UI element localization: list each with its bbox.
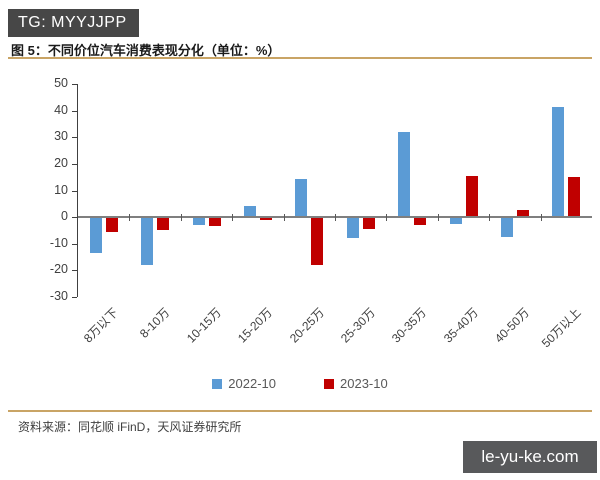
x-axis-label: 8万以下	[80, 305, 122, 346]
legend-label: 2022-10	[228, 376, 276, 391]
source-note: 资料来源：同花顺 iFinD，天风证券研究所	[18, 420, 242, 434]
watermark: le-yu-ke.com	[463, 441, 597, 473]
y-axis-label: 20	[54, 156, 68, 170]
bar-2023-10-50万以上	[568, 177, 580, 217]
bar-chart: 50 40 30 20 10 0 -10 -20 -30 8万以下 8-10万 10-15万 15-20…	[0, 60, 600, 405]
bar-2022-10-50万以上	[552, 107, 564, 217]
bar-2023-10-8-10万	[157, 217, 169, 230]
y-axis-line	[77, 84, 78, 297]
legend-item-2022-10: 2022-10	[212, 376, 276, 391]
bar-2022-10-8万以下	[90, 217, 102, 253]
channel-badge: TG: MYYJJPP	[8, 9, 139, 37]
y-axis-label: 30	[54, 129, 68, 143]
figure-title: 图 5：不同价位汽车消费表现分化（单位：%）	[11, 43, 281, 58]
bar-2023-10-35-40万	[466, 176, 478, 217]
chart-legend: 2022-10 2023-10	[0, 376, 600, 391]
x-axis-label: 10-15万	[183, 305, 224, 346]
y-axis-tick	[72, 191, 77, 192]
x-axis-label: 8-10万	[137, 305, 173, 341]
y-axis-tick	[72, 270, 77, 271]
x-axis-tick	[181, 214, 182, 221]
y-axis-tick	[72, 84, 77, 85]
y-axis-label: -10	[49, 236, 68, 250]
y-axis-tick	[72, 244, 77, 245]
bar-2022-10-25-30万	[347, 217, 359, 238]
bar-2022-10-10-15万	[193, 217, 205, 225]
bar-2023-10-15-20万	[260, 217, 272, 220]
x-axis-label: 50万以上	[538, 305, 584, 351]
y-axis-tick	[72, 164, 77, 165]
x-axis-tick	[129, 214, 130, 221]
bar-2022-10-20-25万	[295, 179, 307, 218]
y-axis-tick	[72, 111, 77, 112]
y-axis-tick	[72, 217, 77, 218]
legend-swatch-2023-10	[324, 378, 334, 389]
x-axis-label: 35-40万	[440, 305, 481, 346]
x-axis-tick	[489, 214, 490, 221]
title-divider	[8, 57, 592, 59]
y-axis-label: 0	[61, 209, 68, 223]
bar-2023-10-20-25万	[311, 217, 323, 265]
x-axis-label: 20-25万	[286, 305, 327, 346]
y-axis-label: 10	[54, 183, 68, 197]
y-axis-tick	[72, 297, 77, 298]
x-axis-tick	[386, 214, 387, 221]
bar-2022-10-35-40万	[450, 217, 462, 224]
y-axis-label: -20	[49, 262, 68, 276]
x-axis-tick	[284, 214, 285, 221]
legend-item-2023-10: 2023-10	[324, 376, 388, 391]
bar-2023-10-8万以下	[106, 217, 118, 232]
bar-2023-10-30-35万	[414, 217, 426, 225]
x-axis-tick	[335, 214, 336, 221]
bar-2022-10-15-20万	[244, 206, 256, 217]
legend-swatch-2022-10	[212, 378, 223, 389]
bar-2023-10-25-30万	[363, 217, 375, 229]
x-axis-label: 15-20万	[235, 305, 276, 346]
y-axis-label: 40	[54, 103, 68, 117]
y-axis-tick	[72, 137, 77, 138]
bar-2023-10-10-15万	[209, 217, 221, 226]
plot-area: 50 40 30 20 10 0 -10 -20 -30 8万以下 8-10万 10-15万 15-20…	[0, 60, 600, 405]
x-axis-tick	[438, 214, 439, 221]
footer-divider	[8, 410, 592, 412]
bar-2022-10-40-50万	[501, 217, 513, 237]
bar-2023-10-40-50万	[517, 210, 529, 217]
x-axis-label: 30-35万	[389, 305, 430, 346]
bar-2022-10-30-35万	[398, 132, 410, 217]
x-axis-tick	[232, 214, 233, 221]
y-axis-label: 50	[54, 76, 68, 90]
bar-2022-10-8-10万	[141, 217, 153, 265]
x-axis-tick	[541, 214, 542, 221]
y-axis-label: -30	[49, 289, 68, 303]
x-axis-label: 25-30万	[337, 305, 379, 346]
legend-label: 2023-10	[340, 376, 388, 391]
x-axis-label: 40-50万	[492, 305, 533, 346]
